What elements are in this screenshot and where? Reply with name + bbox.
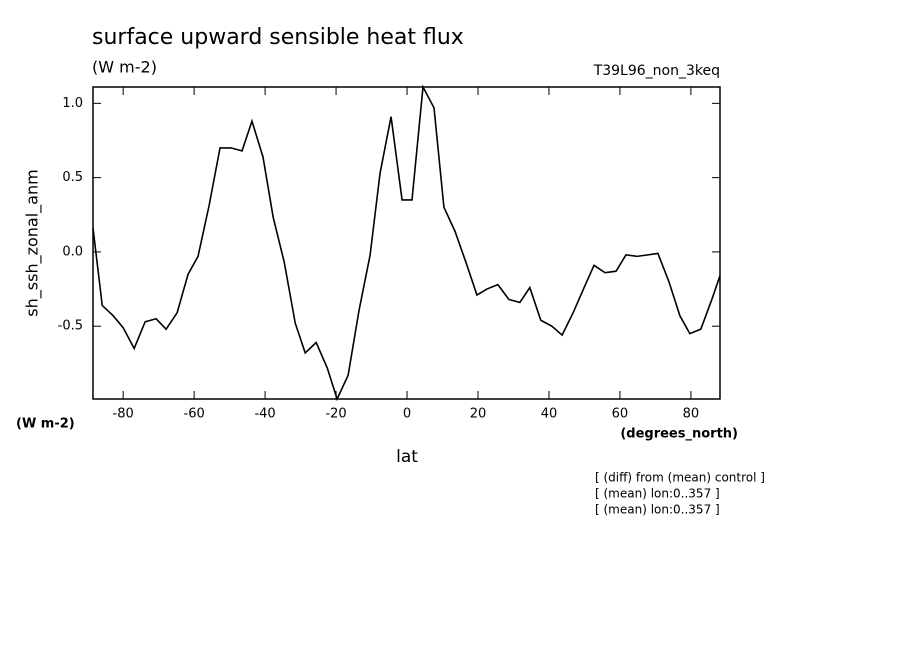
x-tick-label: -40: [254, 407, 275, 422]
run-label: T39L96_non_3keq: [593, 63, 720, 79]
y-tick-label: 1.0: [62, 96, 83, 111]
y-tick-label: -0.5: [58, 319, 83, 334]
note: [ (mean) lon:0..357 ]: [595, 487, 720, 501]
x-tick-label: 40: [541, 407, 558, 422]
x-tick-label: 60: [612, 407, 629, 422]
x-tick-label: -80: [113, 407, 134, 422]
x-units: (degrees_north): [620, 427, 738, 442]
plot-frame: [92, 86, 721, 400]
data-line: [92, 84, 721, 402]
x-tick-label: 0: [403, 407, 411, 422]
x-tick-label: 80: [683, 407, 700, 422]
y-units: (W m-2): [16, 417, 75, 432]
x-tick-label: -60: [184, 407, 205, 422]
x-tick-label: -20: [325, 407, 346, 422]
x-tick-label: 20: [470, 407, 487, 422]
y-tick-label: 0.0: [62, 244, 83, 259]
y-tick-label: 0.5: [62, 170, 83, 185]
x-axis-label: lat: [396, 447, 418, 467]
chart-subtitle: (W m-2): [92, 58, 157, 77]
chart-title: surface upward sensible heat flux: [92, 25, 464, 50]
y-axis-label: sh_ssh_zonal_anm: [23, 169, 43, 316]
note: [ (diff) from (mean) control ]: [595, 471, 765, 485]
note: [ (mean) lon:0..357 ]: [595, 503, 720, 517]
